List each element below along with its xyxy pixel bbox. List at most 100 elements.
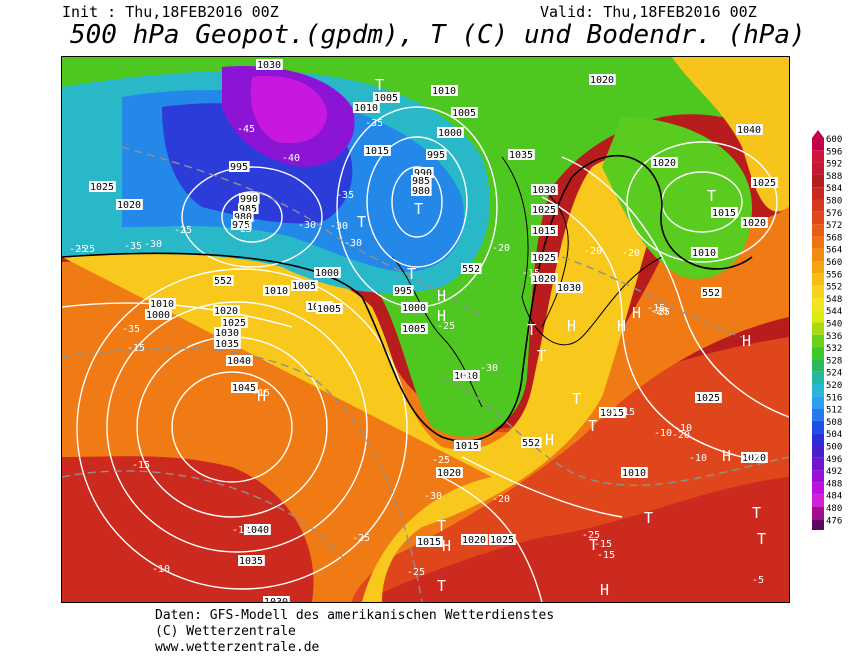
pressure-label-bg (437, 127, 464, 138)
pressure-label: 1025 (222, 318, 246, 329)
pressure-label: 1025 (90, 182, 114, 193)
legend-swatch (812, 519, 824, 532)
pressure-label-bg (226, 355, 253, 366)
pressure-label-bg (256, 59, 283, 70)
pressure-label-bg (531, 273, 558, 284)
legend-level-label: 496 (826, 455, 842, 465)
legend-swatch (812, 236, 824, 249)
footer-data-source: Daten: GFS-Modell des amerikanischen Wet… (155, 608, 555, 623)
pressure-label: 1035 (239, 556, 263, 567)
pressure-label-bg (229, 161, 250, 172)
legend-colorbar: 600 596 592 588 584 580 576 572 568 564 560 556 552 5… (812, 130, 842, 540)
pressure-label-bg (244, 524, 271, 535)
legend-swatch (812, 507, 824, 520)
map-title: 500 hPa Geopot.(gpdm), T (C) und Bodendr… (70, 20, 806, 50)
legend-swatch (812, 273, 824, 286)
pressure-label-bg (314, 267, 341, 278)
pressure-label-bg (411, 185, 432, 196)
height-label-bg (521, 437, 542, 448)
low-pressure-marker: T (589, 536, 598, 554)
pressure-label: 1020 (652, 158, 676, 169)
pressure-label: 980 (234, 212, 252, 223)
pressure-label: 1025 (490, 535, 514, 546)
legend-swatch (812, 482, 824, 495)
footer-url[interactable]: www.wetterzentrale.de (155, 640, 320, 655)
pressure-label: 1010 (150, 299, 174, 310)
pressure-label-bg (426, 149, 447, 160)
region-yellow (62, 157, 662, 602)
pressure-label: 1030 (264, 597, 288, 602)
temperature-label: -15 (647, 303, 665, 314)
pressure-label-bg (599, 407, 626, 418)
temperature-label: -25 (407, 567, 425, 578)
pressure-label-bg (531, 204, 558, 215)
height-label-bg (701, 287, 722, 298)
temperature-label: -35 (336, 190, 354, 201)
temperature-label: -15 (617, 407, 635, 418)
legend-swatch (812, 261, 824, 274)
pressure-label-bg (393, 285, 414, 296)
temperature-label: -35 (365, 118, 383, 129)
temperature-label: -30 (344, 238, 362, 249)
pressure-label: 995 (394, 286, 412, 297)
temperature-label: -30 (480, 363, 498, 374)
temperature-label: -20 (650, 306, 668, 317)
pressure-label: 1025 (696, 393, 720, 404)
legend-swatch (812, 371, 824, 384)
pressure-label-bg (233, 211, 254, 222)
pressure-label-bg (751, 177, 778, 188)
weather-map[interactable]: 1030 1020 1010 1005 1010 1005 1000 995 990 985 980… (61, 56, 790, 603)
pressure-label: 1020 (437, 468, 461, 479)
temperature-label: -20 (492, 243, 510, 254)
pressure-label-bg (621, 467, 648, 478)
pressure-label: 1015 (532, 226, 556, 237)
pressure-label: 1005 (292, 281, 316, 292)
pressure-label: 985 (412, 176, 430, 187)
low-pressure-marker: T (644, 509, 653, 527)
pressure-label-bg (373, 92, 400, 103)
pressure-label-bg (353, 102, 380, 113)
pressure-label: 1030 (557, 283, 581, 294)
legend-swatch (812, 162, 824, 175)
pressure-label-bg (231, 382, 258, 393)
pressure-label: 1000 (146, 310, 170, 321)
legend-swatch (812, 297, 824, 311)
pressure-label-bg (145, 309, 172, 320)
low-pressure-marker: T (537, 347, 546, 365)
pressure-label-bg (238, 555, 265, 566)
legend-level-label: 520 (826, 381, 842, 391)
temperature-label: -5 (752, 575, 764, 586)
pressure-label: 1035 (215, 339, 239, 350)
height-legend: 600 596 592 588 584 580 576 572 568 564 560 556 552 5… (808, 130, 850, 540)
legend-level-label: 576 (826, 209, 842, 219)
pressure-label-bg (416, 536, 443, 547)
temperature-label: -25 (437, 321, 455, 332)
pressure-label: 1010 (454, 371, 478, 382)
region-green-ne (602, 117, 752, 279)
height-label: 552 (702, 288, 720, 299)
pressure-label-bg (531, 252, 558, 263)
high-pressure-marker: H (617, 317, 626, 335)
low-pressure-marker: T (752, 504, 761, 522)
legend-level-label: 480 (826, 504, 842, 514)
legend-level-label: 500 (826, 443, 842, 453)
pressure-label: 1035 (509, 150, 533, 161)
pressure-label: 1005 (452, 108, 476, 119)
legend-swatch (812, 347, 824, 360)
temperature-label: -15 (232, 525, 250, 536)
high-pressure-marker: H (600, 581, 609, 599)
pressure-label: 1005 (374, 93, 398, 104)
temperature-label: -15 (522, 268, 540, 279)
pressure-label-bg (238, 203, 259, 214)
height-label: 552 (462, 264, 480, 275)
pressure-label-bg (431, 85, 458, 96)
temperature-label: -15 (252, 388, 270, 399)
legend-swatch (812, 322, 824, 335)
pressure-label: 1010 (432, 86, 456, 97)
low-pressure-marker: T (375, 76, 384, 94)
low-pressure-marker: T (588, 417, 597, 435)
pressure-label-bg (436, 467, 463, 478)
high-pressure-marker: H (257, 387, 266, 405)
legend-level-label: 580 (826, 197, 842, 207)
